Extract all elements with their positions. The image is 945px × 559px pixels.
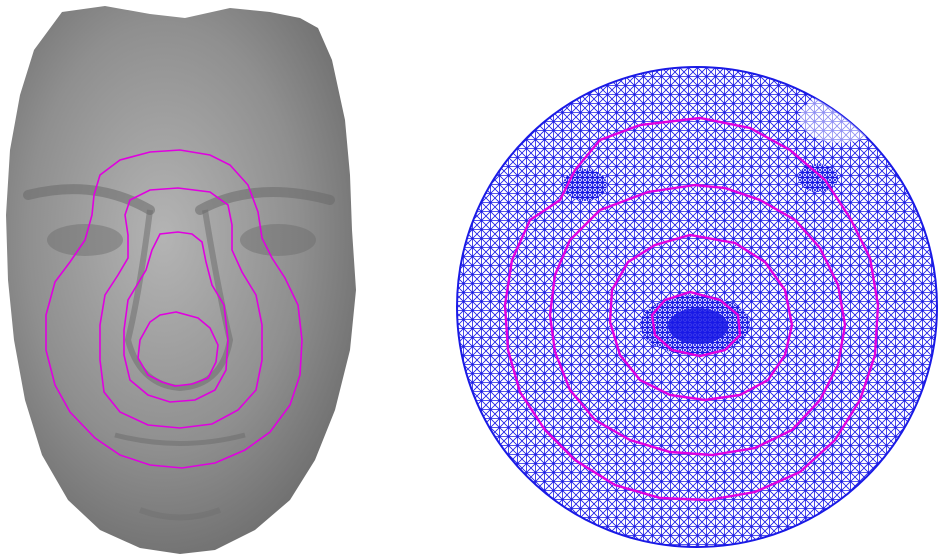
chin-shadow (138, 507, 222, 521)
mesh-contour-1 (650, 290, 742, 358)
face-surface (6, 6, 356, 554)
mesh-contour-3 (548, 183, 847, 457)
mouth-line (114, 432, 246, 446)
mesh-contour-2 (608, 233, 794, 402)
mesh-upper-right-sparse-region (800, 93, 880, 143)
face-contour-1 (137, 311, 219, 387)
face-contour-4 (45, 149, 303, 469)
face-contour-3 (99, 187, 263, 429)
face-contour-2 (123, 231, 229, 403)
brow-shadow (23, 184, 335, 215)
flattened-mesh-panel (456, 66, 938, 548)
mesh-upper-right-dense-region (798, 164, 838, 192)
face-contours (45, 149, 303, 469)
mesh-center-core (668, 308, 728, 344)
mesh-upper-left-dense-region (563, 169, 607, 201)
right-eye-socket (240, 224, 316, 256)
mesh-contour-4 (503, 116, 880, 502)
mesh-contours (503, 116, 880, 502)
face-surface-panel (6, 6, 356, 554)
